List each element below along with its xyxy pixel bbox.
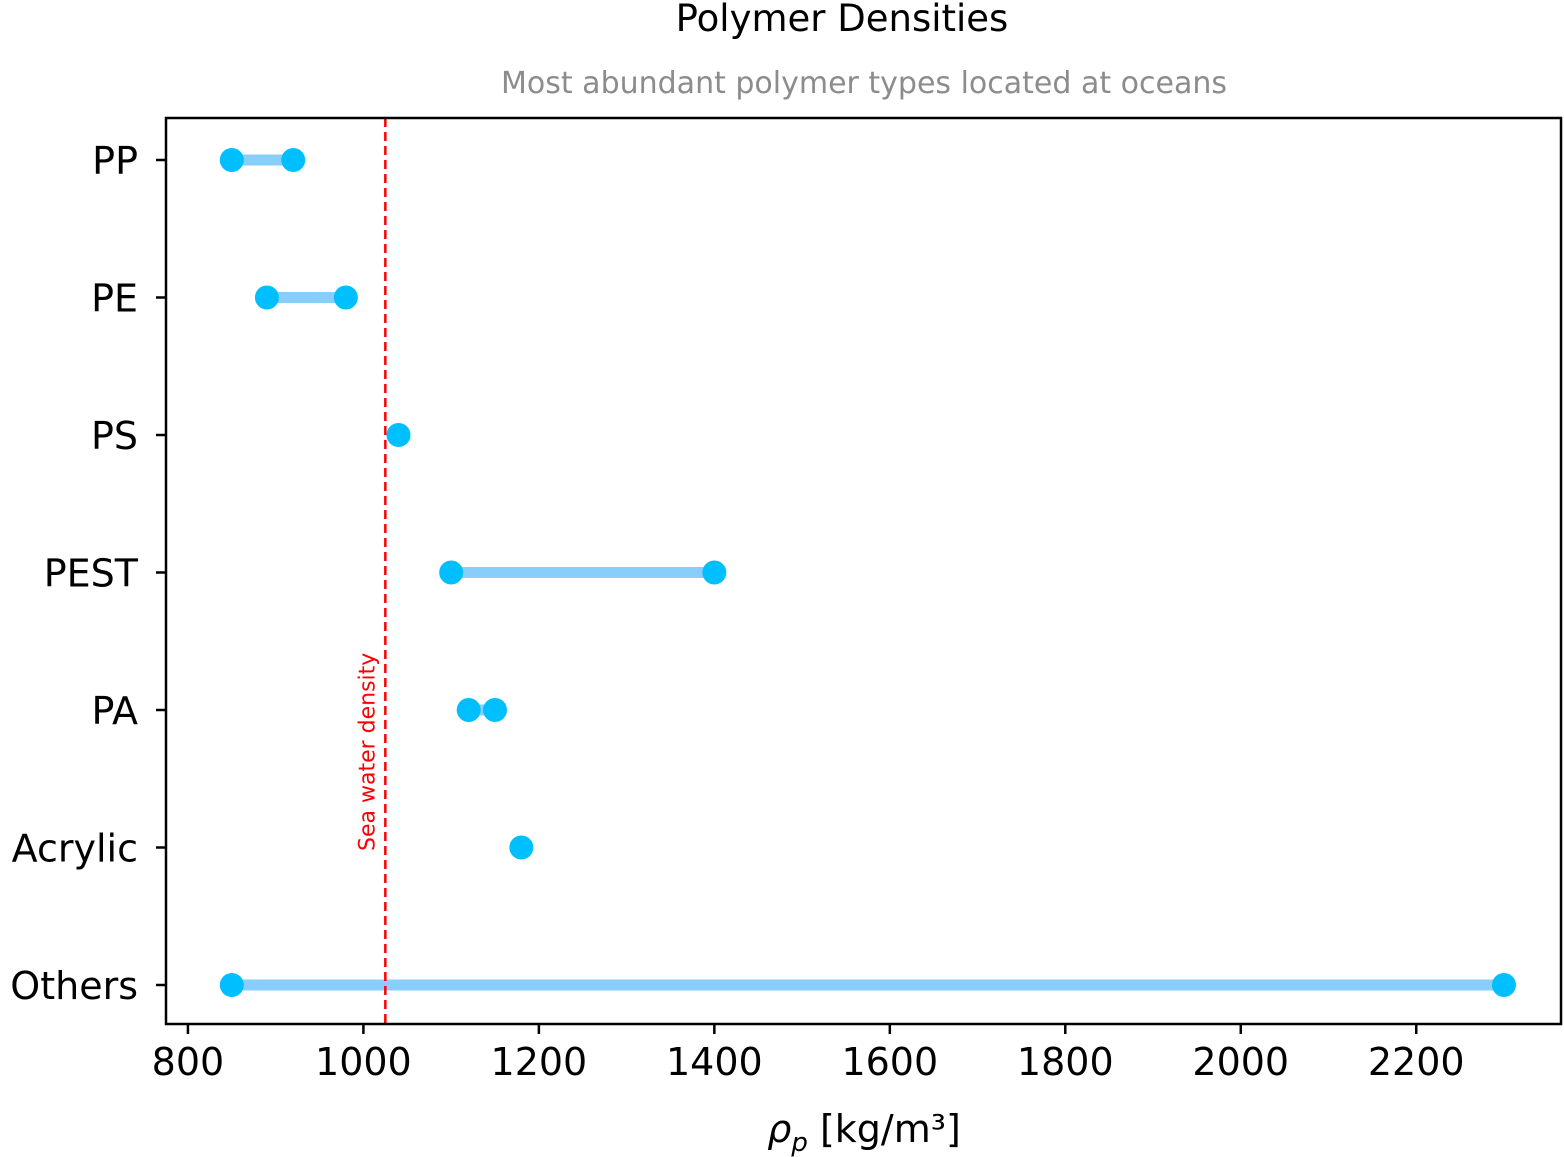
- y-tick-label-ps: PS: [91, 414, 138, 458]
- plot-area: Sea water density: [219, 118, 1516, 1024]
- x-tick-label: 1600: [841, 1040, 938, 1084]
- point-pest-min: [439, 560, 464, 585]
- x-axis: 800 1000 1200 1400 1600 1800 2000 2200: [152, 1024, 1465, 1084]
- x-axis-unit: [kg/m³]: [820, 1107, 961, 1151]
- point-pp-max: [281, 148, 306, 172]
- y-tick-label-pest: PEST: [44, 552, 139, 596]
- x-tick-label: 1200: [491, 1040, 588, 1084]
- x-tick-label: 2000: [1192, 1040, 1289, 1084]
- chart-subtitle: Most abundant polymer types located at o…: [501, 66, 1227, 101]
- x-tick-label: 800: [152, 1040, 225, 1084]
- y-tick-label-pa: PA: [92, 689, 138, 733]
- x-tick-label: 2200: [1368, 1040, 1465, 1084]
- plot-frame: [164, 116, 1563, 1026]
- y-tick-label-others: Others: [10, 964, 138, 1008]
- x-axis-label: ρp [kg/m³]: [767, 1107, 961, 1157]
- sea-water-density-label: Sea water density: [355, 653, 380, 851]
- y-tick-label-acrylic: Acrylic: [12, 827, 138, 871]
- point-pp-min: [219, 148, 244, 172]
- x-axis-symbol: ρ: [767, 1107, 791, 1151]
- x-tick-label: 1000: [315, 1040, 412, 1084]
- point-pa-min: [456, 698, 481, 722]
- x-tick-label: 1800: [1017, 1040, 1114, 1084]
- y-axis: PP PE PS PEST PA Acrylic Others: [10, 139, 166, 1008]
- x-tick-label: 1400: [666, 1040, 763, 1084]
- point-ps-min: [386, 423, 411, 447]
- y-tick-label-pp: PP: [92, 139, 138, 183]
- point-others-max: [1491, 973, 1516, 997]
- point-pa-max: [483, 698, 508, 722]
- point-pest-max: [702, 560, 727, 585]
- point-pe-max: [333, 285, 358, 310]
- chart-title: Polymer Densities: [676, 0, 1009, 40]
- point-pe-min: [254, 285, 279, 310]
- point-others-min: [219, 973, 244, 997]
- x-axis-subscript: p: [790, 1128, 808, 1157]
- y-tick-label-pe: PE: [91, 277, 138, 321]
- point-acrylic-min: [509, 835, 534, 860]
